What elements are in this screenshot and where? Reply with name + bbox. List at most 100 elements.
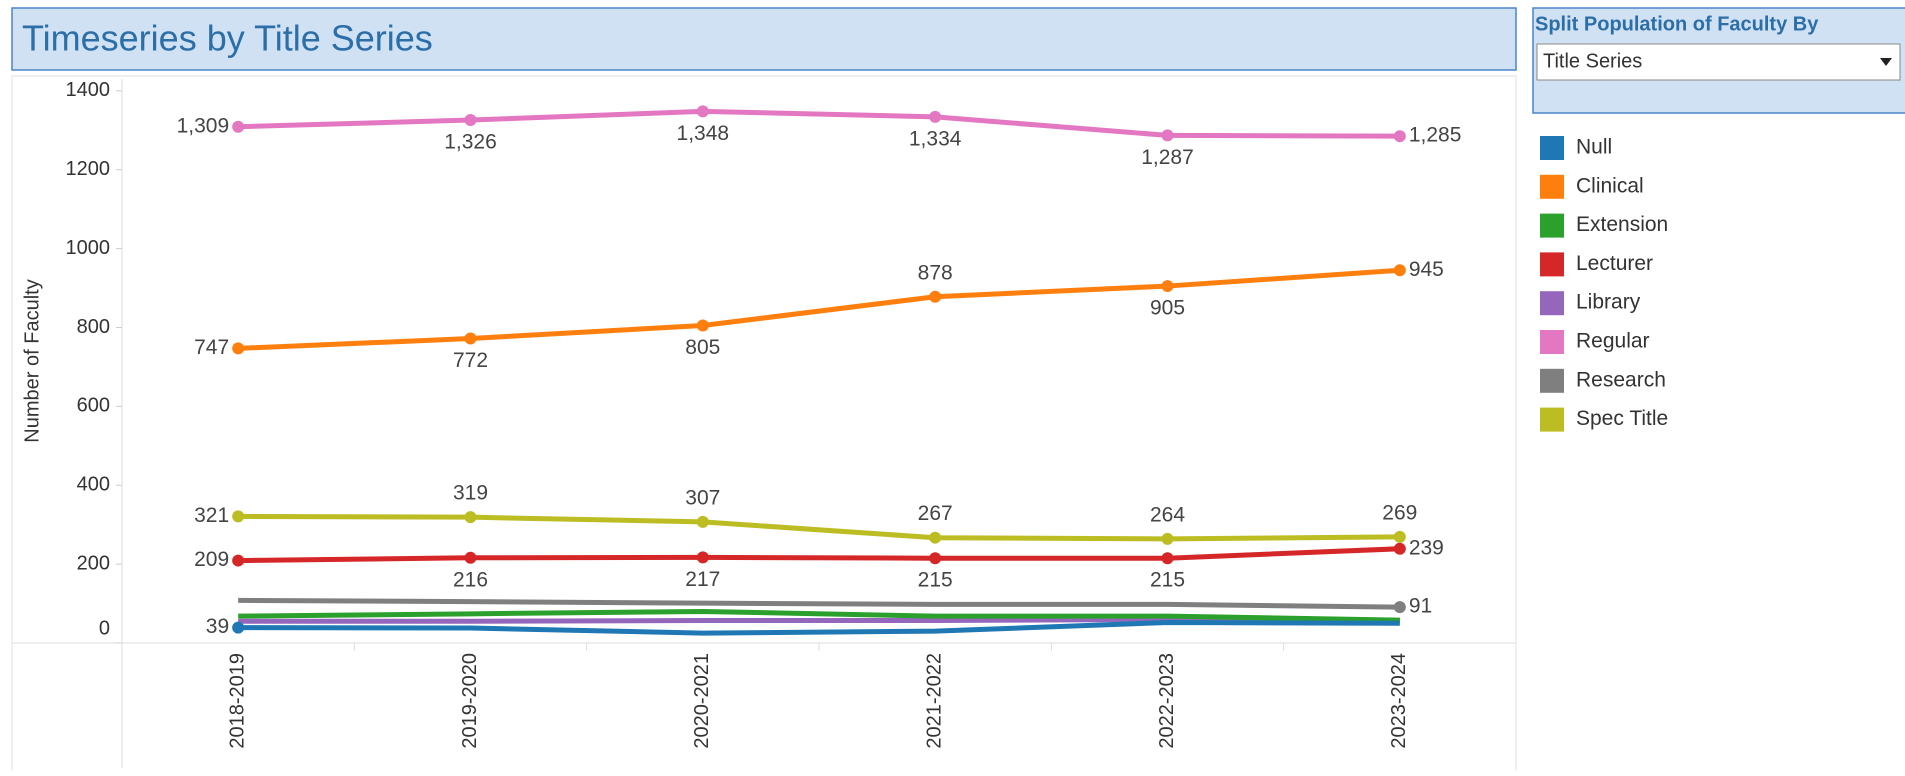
chart-frame <box>11 75 1517 776</box>
legend-label: Extension <box>1576 213 1668 236</box>
data-point <box>696 551 709 564</box>
legend-label: Null <box>1576 136 1612 159</box>
legend-swatch <box>1540 174 1564 199</box>
data-point <box>1161 280 1174 293</box>
filter-title: Split Population of Faculty By <box>1535 13 1819 35</box>
x-tick-label: 2023-2024 <box>1388 653 1410 749</box>
data-label: 215 <box>918 569 953 592</box>
data-label: 217 <box>685 568 720 591</box>
data-point <box>929 290 942 303</box>
series-line <box>238 608 1400 623</box>
data-label: 216 <box>453 568 488 591</box>
filter-dropdown[interactable] <box>1536 43 1901 81</box>
y-tick-label: 1200 <box>66 158 111 180</box>
series-line <box>238 616 1400 624</box>
data-label: 945 <box>1409 258 1444 281</box>
data-point <box>1393 530 1406 543</box>
filter-selected: Title Series <box>1543 50 1642 72</box>
data-label: 905 <box>1150 297 1185 320</box>
y-axis-label: Number of Faculty <box>21 279 43 442</box>
series-line <box>238 108 1400 139</box>
legend-label: Research <box>1576 368 1666 391</box>
y-tick-label: 400 <box>77 474 110 496</box>
data-label: 239 <box>1409 536 1444 559</box>
legend-swatch <box>1540 252 1564 277</box>
legend-label: Lecturer <box>1576 252 1653 275</box>
data-point <box>696 105 709 118</box>
data-point <box>1393 130 1406 143</box>
data-point <box>1161 532 1174 545</box>
legend-label: Clinical <box>1576 174 1644 197</box>
legend-swatch <box>1540 136 1564 160</box>
y-tick-label: 600 <box>77 395 110 417</box>
data-point <box>1161 552 1174 565</box>
data-point <box>929 110 942 123</box>
data-label: 269 <box>1382 501 1417 524</box>
data-point <box>232 621 245 634</box>
data-label: 39 <box>206 615 229 638</box>
series-line <box>238 267 1400 351</box>
x-tick-label: 2022-2023 <box>1156 653 1178 749</box>
y-tick-label: 800 <box>77 316 110 338</box>
legend-label: Spec Title <box>1576 407 1668 430</box>
x-tick-label: 2020-2021 <box>691 653 713 749</box>
data-point <box>696 515 709 528</box>
data-label: 1,348 <box>677 122 730 145</box>
y-tick-label: 0 <box>99 617 110 639</box>
data-label: 805 <box>685 336 720 359</box>
data-point <box>232 120 245 133</box>
data-point <box>929 552 942 565</box>
data-label: 1,334 <box>909 127 962 150</box>
legend-swatch <box>1540 368 1564 393</box>
legend-swatch <box>1540 407 1564 432</box>
data-label: 307 <box>685 486 720 509</box>
y-tick-label: 200 <box>77 552 110 574</box>
series-line <box>238 546 1400 564</box>
data-point <box>464 114 477 127</box>
data-point <box>1393 601 1406 614</box>
data-label: 319 <box>453 482 488 505</box>
data-label: 1,285 <box>1409 124 1462 147</box>
x-tick-label: 2019-2020 <box>459 653 481 749</box>
data-label: 321 <box>194 504 229 527</box>
series-line <box>238 597 1400 610</box>
data-label: 1,287 <box>1141 146 1194 169</box>
legend-label: Regular <box>1576 330 1650 353</box>
series-line <box>238 619 1400 636</box>
data-label: 264 <box>1150 503 1185 526</box>
legend-swatch <box>1540 291 1564 316</box>
data-point <box>1393 264 1406 277</box>
data-point <box>464 332 477 345</box>
series-line <box>238 513 1400 542</box>
data-point <box>1393 542 1406 555</box>
y-tick-label: 1000 <box>66 237 111 259</box>
data-point <box>232 510 245 523</box>
title-bar <box>11 7 1517 71</box>
data-label: 209 <box>194 548 229 571</box>
data-point <box>232 342 245 355</box>
data-point <box>232 554 245 567</box>
legend-swatch <box>1540 213 1564 238</box>
data-label: 772 <box>453 349 488 372</box>
x-tick-label: 2018-2019 <box>226 653 248 749</box>
data-label: 215 <box>1150 569 1185 592</box>
x-tick-label: 2021-2022 <box>923 653 945 749</box>
y-tick-label: 1400 <box>66 79 111 101</box>
data-label: 1,309 <box>177 114 230 137</box>
data-point <box>464 511 477 524</box>
data-point <box>464 551 477 564</box>
data-point <box>1161 129 1174 142</box>
chart-title: Timeseries by Title Series <box>22 18 433 59</box>
data-label: 267 <box>918 502 953 525</box>
legend-label: Library <box>1576 291 1641 314</box>
data-label: 878 <box>918 261 953 284</box>
data-point <box>929 531 942 544</box>
plot: 0 200 400 600 800 1000 1200 1400 2018-2019 2019-2… <box>12 79 1668 768</box>
dropdown-arrow <box>1880 58 1892 66</box>
legend-swatch <box>1540 330 1564 354</box>
data-label: 1,326 <box>444 131 497 154</box>
data-point <box>696 319 709 332</box>
data-label: 747 <box>194 336 229 359</box>
